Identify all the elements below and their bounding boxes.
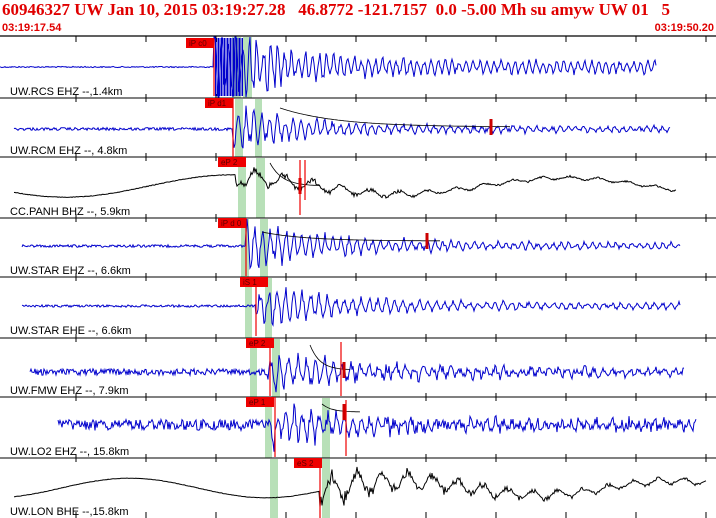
waveforms [0, 36, 707, 508]
phase-window [245, 278, 252, 338]
phase-window [235, 99, 243, 157]
phase-picks: iP c0 iP d1 eP 2 iP d 0 iS 1 eP 2 eP 1 eS 2 [186, 38, 347, 518]
phase-window [260, 219, 268, 277]
phase-pick[interactable]: eP 1 [246, 397, 276, 457]
pick-label: eP 2 [221, 158, 238, 167]
waveform-trace [0, 36, 657, 98]
pick-label: eP 1 [249, 398, 266, 407]
phase-window [238, 158, 246, 218]
phase-window [265, 278, 272, 338]
trace-label: UW.FMW EHZ --, 7.9km [10, 385, 129, 397]
phase-window [250, 339, 257, 397]
pick-box [218, 157, 246, 167]
pick-label: iP c0 [189, 39, 207, 48]
pick-label: iS 1 [243, 278, 257, 287]
coda-fits [261, 107, 511, 420]
phase-window [256, 158, 265, 218]
waveform-trace [14, 466, 707, 508]
trace-label: UW.LON BHE --,15.8km [10, 506, 129, 518]
pick-box [218, 218, 246, 228]
trace-label: UW.RCS EHZ --,1.4km [10, 86, 122, 98]
coda-fit-curve [279, 107, 511, 128]
phase-pick[interactable]: iS 1 [240, 277, 268, 336]
trace-label: UW.STAR EHE --, 6.6km [10, 325, 131, 337]
pick-label: eS 2 [297, 459, 314, 468]
waveform-trace [13, 167, 677, 199]
pick-box [246, 397, 274, 407]
pick-box [186, 38, 214, 48]
event-title: 60946327 UW Jan 10, 2015 03:19:27.28 46.… [2, 0, 671, 19]
phase-window [241, 219, 249, 277]
phase-window [270, 459, 278, 518]
phase-window [322, 398, 330, 458]
waveform-trace [21, 287, 681, 327]
waveform-trace [57, 403, 697, 452]
phase-window [255, 99, 262, 157]
start-time: 03:19:17.54 [2, 22, 62, 34]
trace-label: UW.RCM EHZ --, 4.8km [10, 145, 127, 157]
pick-label: iP d 0 [221, 219, 242, 228]
pick-box [294, 458, 322, 468]
coda-fit-curve [269, 162, 321, 186]
phase-pick[interactable]: eP 2 [246, 338, 274, 396]
waveform-trace [29, 352, 685, 393]
coda-fit-curve [321, 403, 361, 413]
pick-box [246, 338, 274, 348]
grid-lines [0, 35, 716, 518]
phase-window [265, 398, 272, 458]
phase-pick[interactable]: eS 2 [294, 458, 322, 518]
trace-label: UW.STAR EHZ --, 6.6km [10, 265, 131, 277]
phase-pick[interactable]: iP c0 [186, 38, 215, 96]
pick-box [205, 98, 233, 108]
phase-pick[interactable]: iP d1 [205, 98, 234, 157]
window-header: 60946327 UW Jan 10, 2015 03:19:27.28 46.… [0, 0, 716, 36]
pick-label: eP 2 [249, 339, 266, 348]
trace-label: UW.LO2 EHZ --, 15.8km [10, 446, 129, 458]
phase-pick[interactable]: eP 2 [218, 157, 301, 215]
trace-label: CC.PANH BHZ --, 5.9km [10, 206, 130, 218]
trace-labels: UW.RCS EHZ --,1.4km UW.RCM EHZ --, 4.8km C… [10, 86, 131, 518]
phase-pick[interactable]: iP d 0 [218, 218, 247, 276]
pick-label: iP d1 [208, 99, 227, 108]
coda-fit-curve [261, 231, 440, 242]
phase-window [272, 339, 280, 397]
end-time: 03:19:50.20 [654, 22, 714, 34]
pick-box [240, 277, 268, 287]
phase-window [243, 37, 252, 98]
waveform-trace [13, 105, 671, 149]
waveform-trace [21, 218, 681, 270]
